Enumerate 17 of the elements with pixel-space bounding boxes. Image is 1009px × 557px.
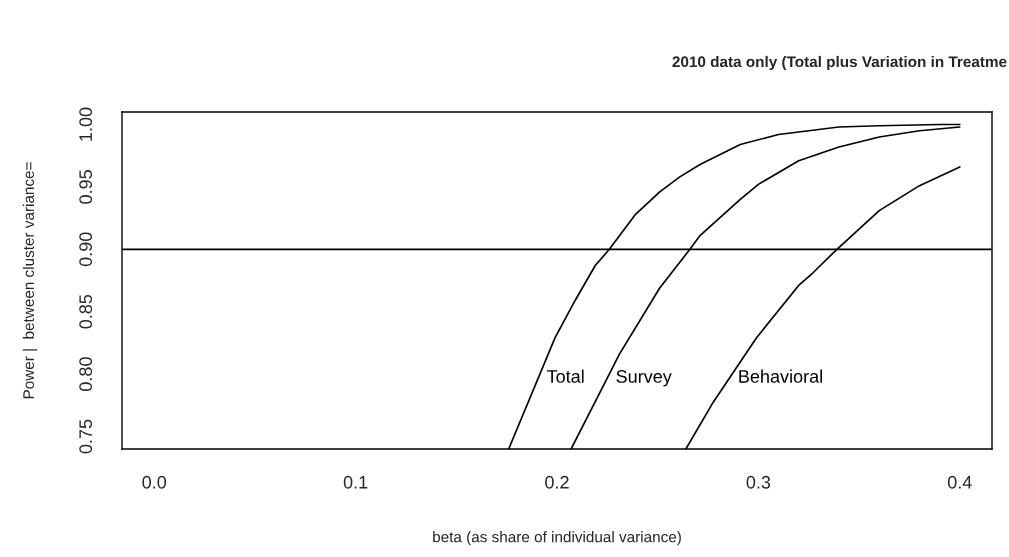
x-tick-label: 0.4 — [947, 475, 972, 489]
x-tick-label: 0.3 — [746, 475, 771, 489]
chart-title: 2010 data only (Total plus Variation in Treatme — [672, 55, 1007, 71]
y-tick-label: 1.00 — [79, 107, 93, 141]
y-tick-label: 0.95 — [79, 170, 93, 204]
x-tick-label: 0.2 — [545, 475, 569, 489]
y-axis-title: Power | between cluster variance= — [22, 162, 38, 399]
x-tick-label: 0.1 — [343, 475, 368, 489]
series-label: Survey — [616, 370, 672, 387]
y-tick-label: 0.75 — [79, 419, 93, 454]
series-label: Behavioral — [739, 369, 822, 383]
y-tick-label: 0.85 — [79, 294, 93, 329]
x-tick-label: 0.0 — [142, 475, 167, 489]
x-axis-title: beta (as share of individual variance) — [433, 531, 681, 546]
y-tick-label: 0.90 — [79, 232, 93, 267]
y-tick-label: 0.80 — [79, 357, 93, 391]
series-label: Total — [547, 369, 584, 383]
